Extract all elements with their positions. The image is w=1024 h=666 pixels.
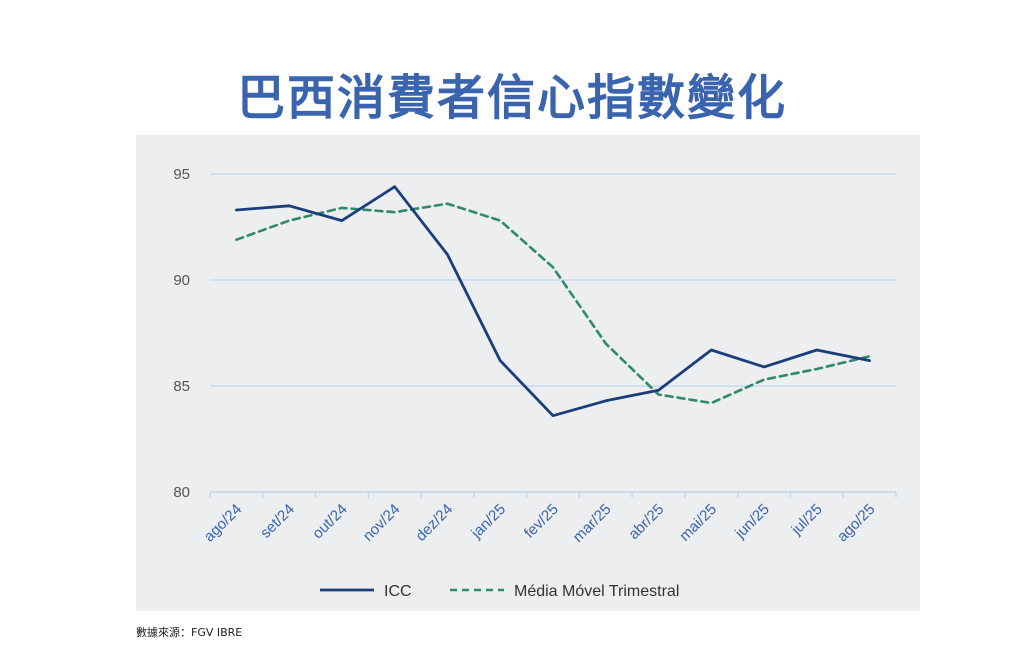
x-tick-label: fev/25	[521, 501, 562, 542]
x-tick-label: nov/24	[360, 501, 404, 545]
x-tick-label: set/24	[257, 501, 298, 542]
y-tick-label: 85	[173, 378, 190, 395]
gridlines	[210, 173, 896, 387]
x-tick-label: mai/25	[676, 501, 720, 545]
series-line-icc	[234, 185, 871, 418]
series-line-media-movel	[235, 202, 871, 405]
x-tick-label: jul/25	[788, 501, 826, 539]
legend-label: Média Móvel Trimestral	[514, 583, 679, 600]
legend-label: ICC	[384, 583, 412, 600]
x-tick-label: ago/24	[201, 501, 245, 545]
x-tick-label: jun/25	[731, 501, 773, 543]
x-tick-label: jan/25	[467, 501, 509, 543]
series-lines	[234, 185, 871, 418]
y-tick-label: 80	[173, 484, 190, 501]
x-tick-label: dez/24	[412, 501, 456, 545]
x-tick-label: out/24	[309, 501, 351, 543]
x-tick-label: abr/25	[625, 501, 667, 543]
legend: ICC Média Móvel Trimestral	[320, 583, 679, 600]
x-axis	[209, 491, 897, 498]
y-tick-label: 95	[173, 166, 190, 183]
chart-title: 巴西消費者信心指數變化	[236, 70, 787, 126]
source-note: 數據來源：FGV IBRE	[136, 626, 243, 639]
y-tick-label: 90	[173, 272, 190, 289]
x-tick-label: mar/25	[570, 501, 615, 546]
chart-background	[136, 135, 920, 611]
y-tick-labels: 80 85 90 95	[173, 166, 190, 501]
x-tick-label: ago/25	[834, 501, 878, 545]
x-tick-labels: ago/24 set/24 out/24 nov/24 dez/24 jan/25 fev/…	[201, 501, 879, 546]
